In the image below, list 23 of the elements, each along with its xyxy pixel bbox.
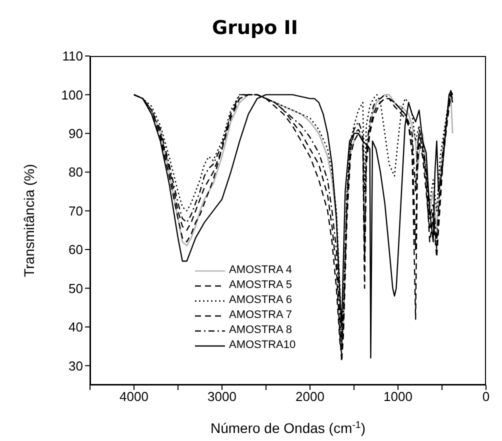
y-tick-label: 90: [68, 126, 83, 142]
x-tick-label: 4000: [120, 389, 148, 404]
chart-title: Grupo II: [211, 16, 299, 41]
y-tick-label: 30: [68, 358, 83, 374]
y-tick-label: 60: [68, 242, 83, 258]
y-axis-title: Transmitância (%): [21, 164, 37, 278]
legend-label: AMOSTRA 5: [229, 278, 292, 293]
legend-label: AMOSTRA 4: [229, 263, 292, 278]
x-tick-label: 0: [482, 389, 490, 404]
x-axis-title: Número de Ondas (cm$^{-1}$): [210, 420, 366, 436]
y-tick-label: 100: [61, 87, 83, 102]
legend-label: AMOSTRA 7: [229, 308, 292, 323]
y-tick-label: 70: [68, 203, 83, 218]
y-tick-label: 110: [62, 48, 83, 64]
y-tick-label: 50: [68, 280, 83, 296]
legend-label: AMOSTRA 8: [229, 323, 292, 338]
x-tick-label: 3000: [208, 389, 236, 404]
y-tick-label: 80: [68, 164, 83, 180]
legend-label: AMOSTRA10: [229, 338, 296, 353]
x-tick-label: 2000: [296, 389, 324, 404]
legend-label: AMOSTRA 6: [229, 293, 292, 308]
x-tick-label: 1000: [384, 389, 412, 404]
y-tick-label: 40: [68, 320, 83, 335]
